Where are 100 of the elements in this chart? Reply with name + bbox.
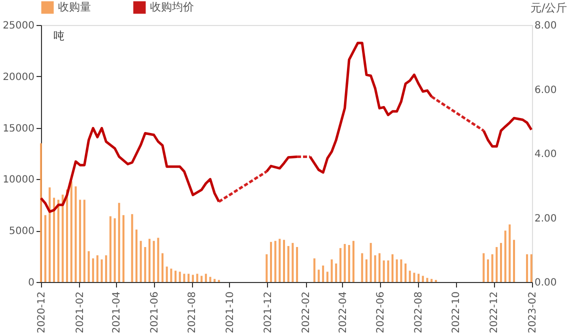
- bar: [166, 266, 168, 282]
- y2-tick-label: 0.00: [534, 278, 557, 288]
- legend-label: 收购均价: [150, 0, 194, 14]
- bar: [365, 259, 368, 282]
- bar: [513, 240, 516, 282]
- bar: [292, 242, 294, 282]
- bar: [335, 263, 338, 282]
- x-tick-label: 2021-10: [224, 292, 236, 334]
- bar: [96, 255, 98, 282]
- bar: [178, 272, 181, 282]
- bar: [400, 259, 402, 282]
- bar: [496, 247, 498, 282]
- y-tick-label: 15000: [2, 123, 34, 134]
- bar: [322, 266, 324, 282]
- x-tick-label: 2022-10: [451, 292, 462, 334]
- bar: [74, 186, 77, 282]
- bar: [508, 224, 511, 282]
- bar: [486, 259, 489, 282]
- bar: [209, 276, 212, 282]
- y2-tick-label: 8.00: [534, 20, 557, 32]
- y-tick-label: 5000: [9, 226, 34, 238]
- bar: [378, 253, 380, 282]
- legend-label: 收购量: [58, 0, 91, 14]
- bar: [491, 254, 494, 282]
- bar: [144, 247, 146, 282]
- bar: [131, 214, 134, 282]
- x-tick-label: 2021-12: [262, 292, 274, 334]
- bar: [70, 181, 72, 282]
- bar: [200, 276, 203, 282]
- x-tick-label: 2021-06: [149, 292, 160, 334]
- y2-tick-label: 6.00: [534, 84, 557, 96]
- y2-tick-label: 4.00: [534, 149, 557, 160]
- y2-tick-label: 2.00: [534, 213, 557, 224]
- bar: [392, 254, 394, 282]
- bar: [170, 268, 172, 282]
- bar: [148, 238, 150, 282]
- x-tick-label: 2022-02: [301, 292, 312, 334]
- x-tick-label: 2022-12: [489, 292, 500, 334]
- bar: [152, 240, 155, 282]
- bar: [214, 278, 216, 282]
- x-tick-label: 2021-02: [74, 292, 86, 334]
- x-tick-label: 2022-06: [376, 292, 387, 334]
- bar: [426, 278, 428, 282]
- bar: [287, 246, 290, 282]
- bar: [44, 215, 46, 282]
- x-tick-label: 2020-12: [36, 292, 48, 334]
- bar: [88, 251, 90, 282]
- bar: [504, 230, 506, 282]
- bar: [140, 240, 142, 282]
- bar: [352, 240, 354, 282]
- bar: [283, 240, 286, 282]
- bar: [183, 274, 186, 282]
- bar: [57, 200, 60, 282]
- bar: [422, 276, 424, 282]
- bar: [83, 200, 86, 282]
- x-tick-label: 2021-04: [112, 292, 123, 334]
- y-axis-title: 吨: [54, 30, 64, 42]
- bar: [118, 202, 120, 282]
- bar: [348, 244, 350, 282]
- bar: [109, 216, 112, 282]
- bar: [135, 230, 138, 282]
- x-tick-label: 2021-08: [187, 292, 198, 334]
- bar: [79, 200, 82, 282]
- bar: [174, 270, 177, 282]
- bar: [188, 274, 190, 282]
- bar: [330, 259, 333, 282]
- bar: [40, 143, 42, 282]
- bar: [204, 274, 207, 282]
- bar: [270, 242, 272, 282]
- bar: [62, 194, 64, 282]
- bar: [48, 187, 51, 282]
- bar: [296, 247, 298, 282]
- bar: [408, 270, 411, 282]
- bar: [266, 254, 268, 282]
- bar: [278, 238, 281, 282]
- bar: [374, 255, 376, 282]
- bar: [344, 244, 346, 282]
- bar: [482, 253, 485, 282]
- x-tick-label: 2023-02: [528, 292, 538, 334]
- bar: [370, 242, 372, 282]
- y-tick-label: 0: [28, 278, 34, 288]
- x-tick-label: 2022-08: [413, 292, 424, 334]
- bar: [526, 254, 528, 282]
- bar: [530, 254, 532, 282]
- bar: [318, 270, 320, 282]
- y-tick-label: 25000: [2, 20, 34, 32]
- bar: [396, 259, 398, 282]
- bar: [122, 215, 124, 282]
- bar: [413, 272, 416, 282]
- bar: [192, 274, 194, 282]
- bar: [274, 240, 276, 282]
- bar: [196, 274, 198, 282]
- bar: [313, 258, 316, 282]
- bar: [404, 263, 407, 282]
- bar: [500, 242, 502, 282]
- y2-axis-title: 元/公斤: [530, 2, 568, 14]
- bar: [382, 260, 385, 282]
- y-tick-label: 20000: [2, 72, 34, 83]
- bar: [361, 253, 364, 282]
- bar: [326, 272, 328, 282]
